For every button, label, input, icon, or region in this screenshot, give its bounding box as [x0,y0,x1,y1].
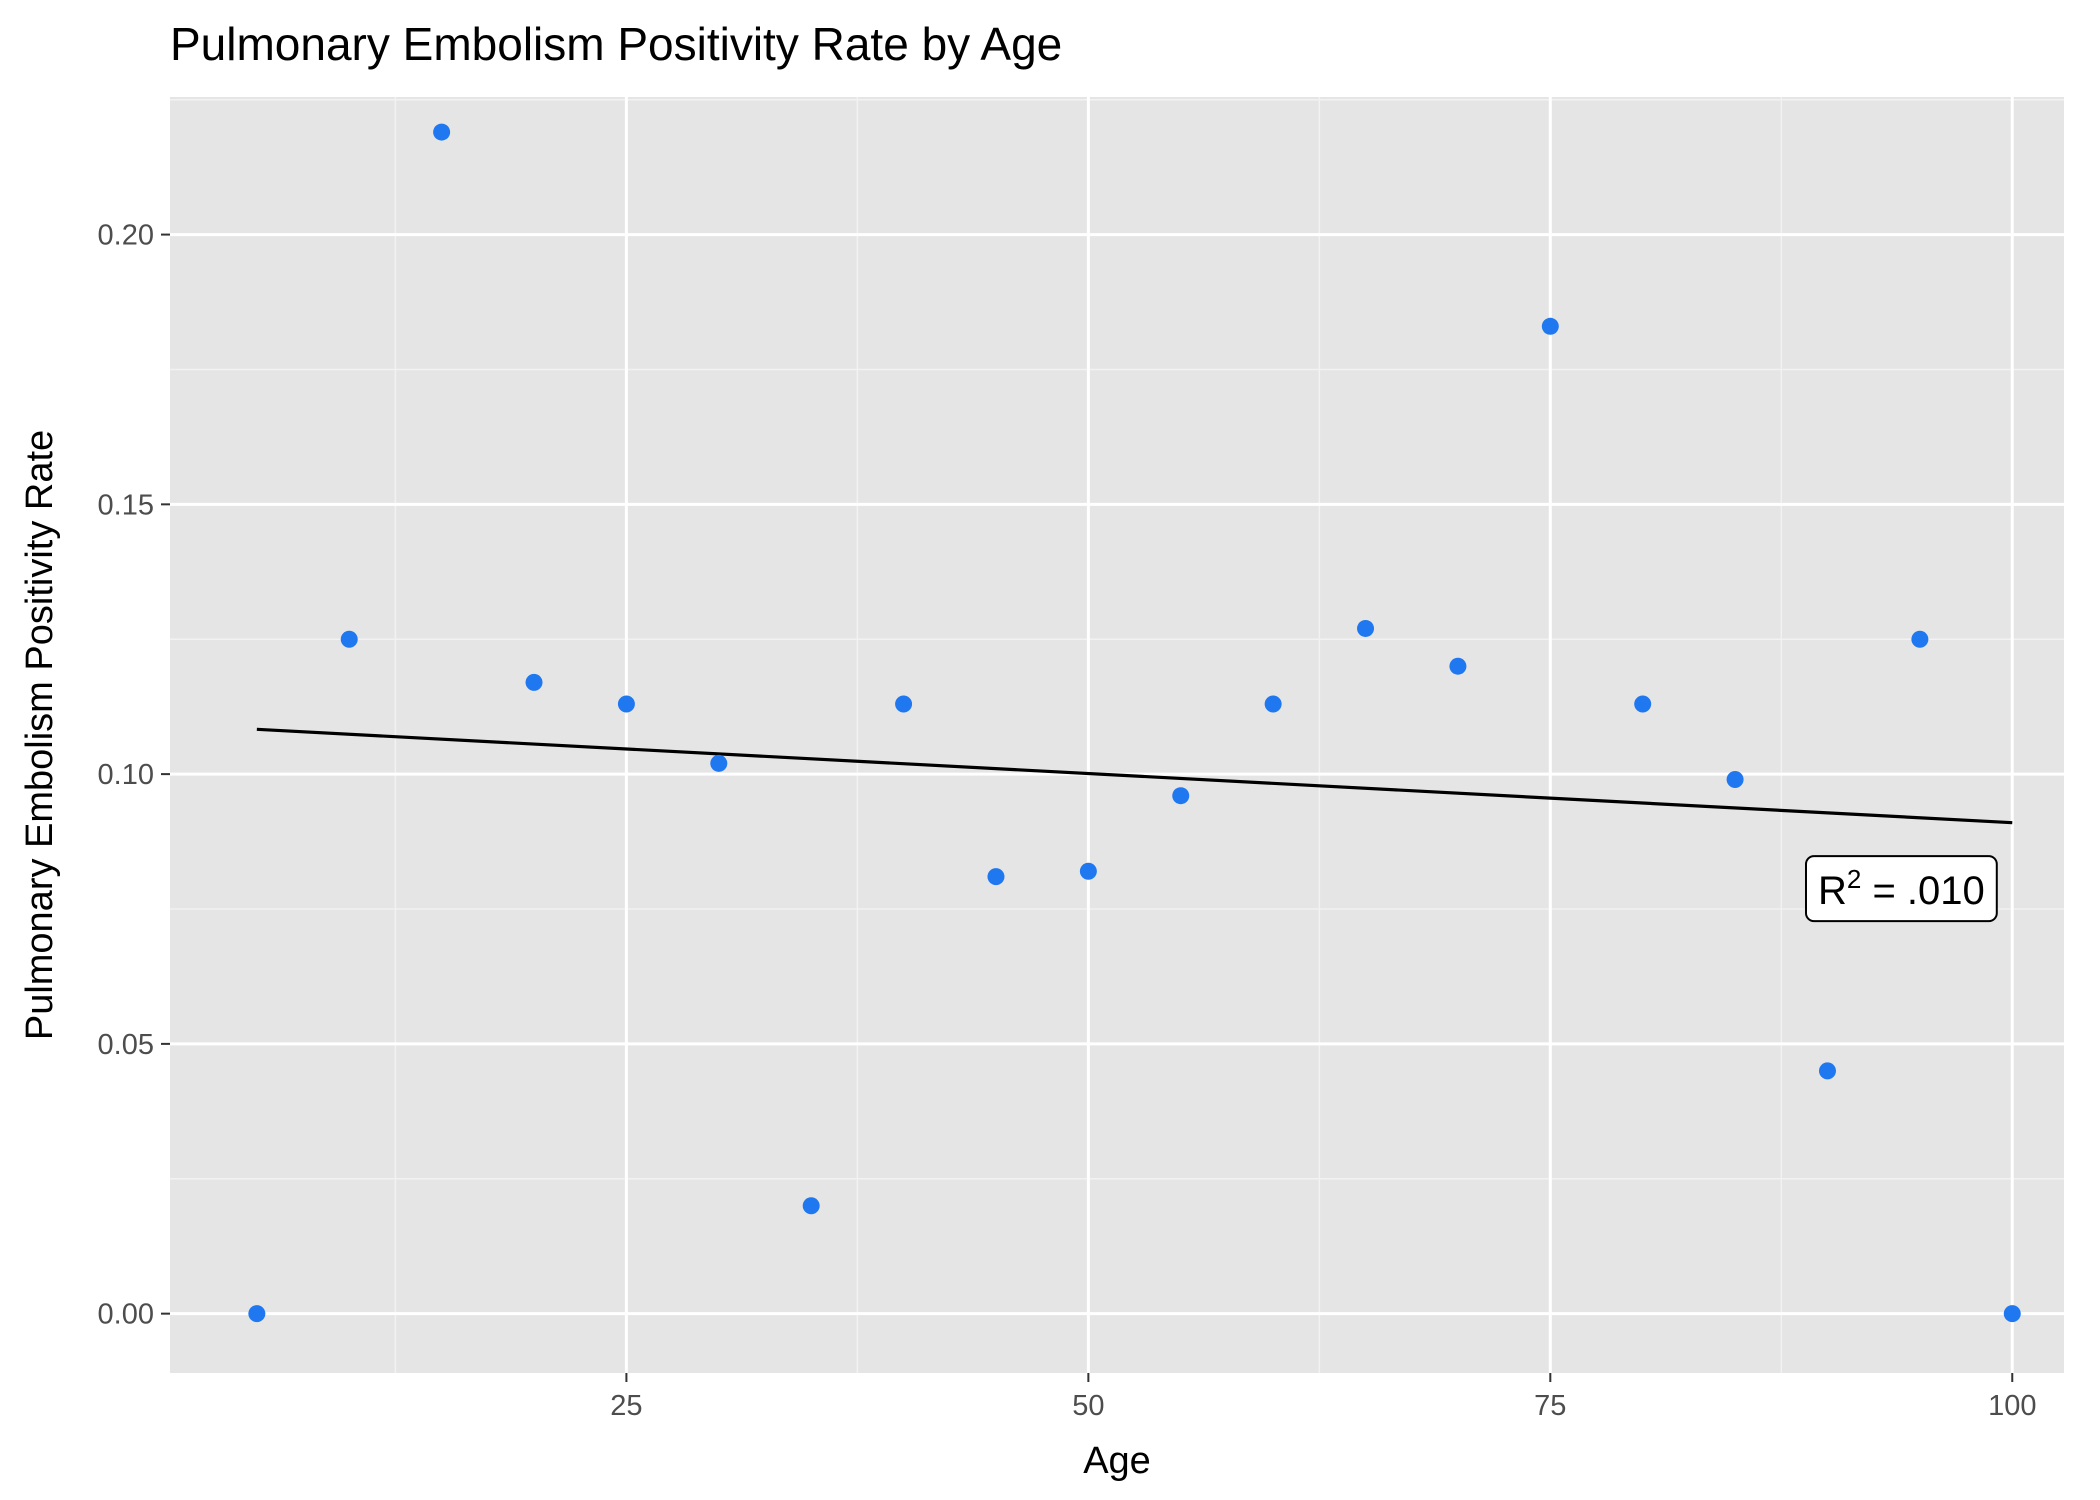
x-axis-title: Age [1083,1440,1151,1482]
plot-panel [170,97,2064,1373]
r-squared-label: R2 = .010 [1818,864,1985,913]
data-point [1264,695,1282,713]
data-point [433,123,451,141]
trend-line [256,727,2013,825]
data-point [525,673,543,691]
annotation-layer: R2 = .010 [1804,855,1998,923]
data-point [895,695,913,713]
x-axis: 25 50 75 100 [610,1373,2036,1422]
data-point [1449,657,1467,675]
data-point [1172,787,1190,805]
y-tick-label: 0.05 [98,1029,154,1061]
data-point [802,1197,820,1215]
data-point [1541,317,1559,335]
trendline-layer [256,727,2013,825]
data-point [987,868,1005,886]
y-tick-label: 0.10 [98,759,154,791]
data-point [340,630,358,648]
y-axis-title: Pulmonary Embolism Positivity Rate [19,430,61,1040]
r-squared-box [1804,855,1998,923]
x-tick-label: 75 [1534,1390,1566,1422]
data-point [1818,1062,1836,1080]
y-tick-label: 0.20 [98,220,154,252]
data-point [1634,695,1652,713]
data-point [2003,1305,2021,1323]
y-axis: 0.00 0.05 0.10 0.15 0.20 [98,220,170,1331]
grid-minor [170,97,2064,1373]
x-tick-label: 100 [1988,1390,2036,1422]
points-layer [248,123,2021,1323]
y-tick-label: 0.00 [98,1299,154,1331]
data-point [1911,630,1929,648]
data-point [617,695,635,713]
data-point [1726,771,1744,789]
data-point [710,754,728,772]
x-tick-label: 25 [610,1390,642,1422]
grid-major [170,97,2064,1373]
data-point [248,1305,266,1323]
data-point [1079,862,1097,880]
chart-title: Pulmonary Embolism Positivity Rate by Ag… [170,18,1062,70]
y-tick-label: 0.15 [98,489,154,521]
x-tick-label: 50 [1072,1390,1104,1422]
data-point [1357,619,1375,637]
